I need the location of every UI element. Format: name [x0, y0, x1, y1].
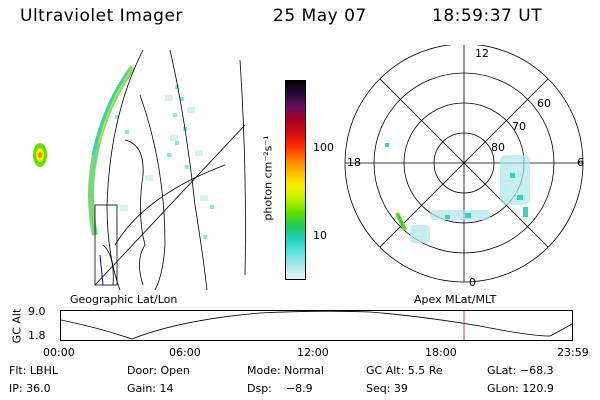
timeline-y-label: GC Alt: [10, 308, 24, 344]
timeline-xtick-2359: 23:59: [557, 346, 589, 359]
instrument-title: Ultraviolet Imager: [20, 6, 183, 26]
status-door: Door: Open: [127, 364, 190, 377]
timeline-xtick-0600: 06:00: [169, 346, 201, 359]
colorbar-tick-10: 10: [313, 229, 327, 242]
lat-label-60: 60: [537, 97, 551, 110]
colorbar: [285, 80, 306, 280]
status-mode: Mode: Normal: [247, 364, 324, 377]
panel-label-geographic: Geographic Lat/Lon: [70, 293, 178, 306]
mlt-label-12: 12: [475, 47, 489, 60]
status-glon: GLon: 120.9: [487, 382, 554, 395]
panel-label-apex: Apex MLat/MLT: [414, 293, 497, 306]
status-gc-alt: GC Alt: 5.5 Re: [366, 364, 443, 377]
altitude-timeline: [60, 310, 573, 341]
status-filter: Flt: LBHL: [9, 364, 58, 377]
status-ip: IP: 36.0: [9, 382, 51, 395]
timeline-ytick-1.8: 1.8: [28, 329, 46, 342]
colorbar-unit-label: photon cm⁻²s⁻¹: [261, 135, 275, 221]
timeline-xtick-1800: 18:00: [425, 346, 457, 359]
status-glat: GLat: −68.3: [487, 364, 554, 377]
timeline-xtick-0000: 00:00: [43, 346, 75, 359]
status-dsp: Dsp: −8.9: [247, 382, 313, 395]
time-label: 18:59:37 UT: [432, 6, 543, 26]
mlt-label-18: 18: [347, 156, 361, 169]
lat-label-70: 70: [512, 120, 526, 133]
mlt-label-6: 6: [577, 156, 584, 169]
polar-plot: [344, 45, 584, 283]
lat-label-80: 80: [491, 141, 505, 154]
geographic-image: [33, 49, 246, 290]
date-label: 25 May 07: [273, 6, 367, 26]
status-seq: Seq: 39: [366, 382, 408, 395]
mlt-label-0: 0: [469, 276, 476, 289]
status-gain: Gain: 14: [127, 382, 174, 395]
timeline-ytick-9: 9.0: [28, 305, 46, 318]
timeline-xtick-1200: 12:00: [297, 346, 329, 359]
colorbar-tick-100: 100: [313, 141, 334, 154]
